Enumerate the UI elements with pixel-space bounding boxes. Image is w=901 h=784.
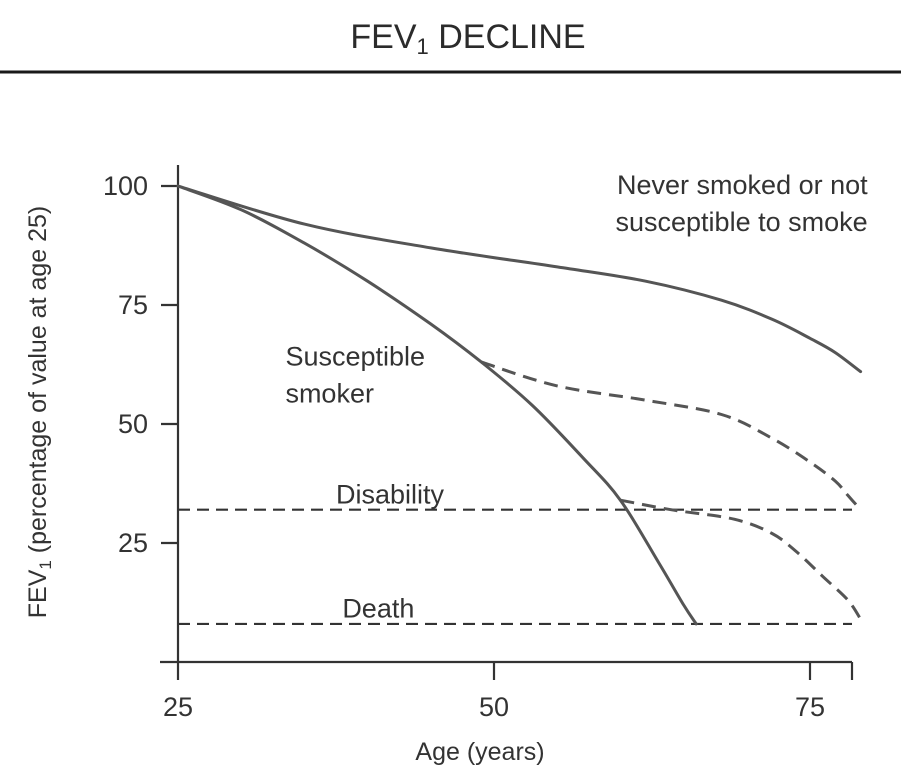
axes <box>160 165 854 680</box>
series-quit-50 <box>480 360 862 511</box>
death-label: Death <box>342 594 414 624</box>
x-ticks: 25 50 75 <box>163 662 825 722</box>
y-tick-label: 25 <box>118 528 148 558</box>
ylabel-rest: (percentage of value at age 25) <box>24 206 52 560</box>
disability-label: Disability <box>336 479 445 509</box>
series-never <box>176 184 863 374</box>
susceptible-label-line: smoker <box>285 378 374 408</box>
ylabel-main: FEV <box>24 569 52 618</box>
y-tick-label: 50 <box>118 409 148 439</box>
x-tick-label: 75 <box>795 692 825 722</box>
title-main: FEV <box>350 18 416 56</box>
chart-title: FEV1 DECLINE <box>350 18 585 59</box>
susceptible-label-line: Susceptible <box>285 341 425 371</box>
never-label: Never smoked or not susceptible to smoke <box>616 170 869 237</box>
x-axis-label: Age (years) <box>415 738 544 766</box>
series-susceptible <box>176 184 698 626</box>
never-label-line: susceptible to smoke <box>616 207 868 237</box>
title-subscript: 1 <box>417 34 429 59</box>
y-tick-label: 75 <box>118 290 148 320</box>
title-rest: DECLINE <box>429 18 586 56</box>
susceptible-label: Susceptible smoker <box>285 341 425 408</box>
y-tick-label: 100 <box>103 171 148 201</box>
annotations: Never smoked or not susceptible to smoke S… <box>285 170 868 408</box>
series-quit-60 <box>620 498 862 621</box>
ylabel-subscript: 1 <box>36 560 55 569</box>
x-tick-label: 50 <box>479 692 509 722</box>
reference-lines: Disability Death <box>178 479 852 626</box>
x-tick-label: 25 <box>163 692 193 722</box>
y-axis-label: FEV1 (percentage of value at age 25) <box>24 206 55 619</box>
series-group <box>176 184 863 626</box>
y-ticks: 100 75 50 25 <box>103 171 178 558</box>
never-label-line: Never smoked or not <box>617 170 868 200</box>
